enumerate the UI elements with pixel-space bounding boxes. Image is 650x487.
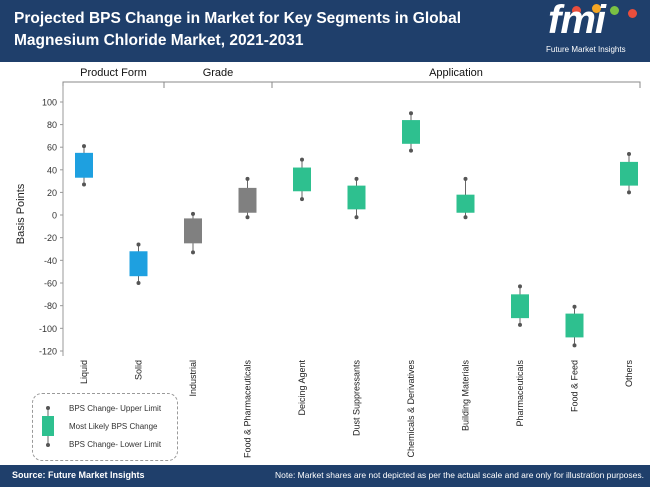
upper-limit-point [409, 111, 413, 116]
legend-lower: BPS Change- Lower Limit [69, 440, 162, 449]
y-axis-label: Basis Points [15, 183, 27, 244]
group-label: Product Form [80, 67, 147, 79]
y-tick-label: -120 [39, 347, 57, 357]
group-bracket [163, 81, 273, 88]
box-pharmaceuticals [511, 284, 529, 327]
box-industrial [184, 211, 202, 255]
upper-limit-point [300, 157, 304, 162]
x-tick-label: Liquid [79, 360, 89, 384]
lower-limit-point [518, 322, 522, 327]
lower-limit-point [82, 182, 86, 187]
box-building-materials [456, 176, 475, 220]
x-tick-label: Deicing Agent [297, 360, 307, 416]
logo-dot [592, 4, 601, 13]
upper-limit-point [136, 242, 141, 247]
x-tick-label: Chemicals & Derivatives [406, 360, 416, 458]
box-liquid [75, 144, 93, 187]
upper-limit-point [627, 151, 631, 156]
group-headers: Product Form Grade Application [62, 67, 641, 88]
box-deicing-agent [293, 157, 311, 202]
upper-limit-point [354, 176, 359, 181]
x-tick-label: Others [624, 360, 634, 388]
x-labels: Liquid Solid Industrial Food & Pharmaceutic… [79, 360, 634, 459]
upper-limit-point [572, 304, 577, 309]
legend: BPS Change- Upper Limit Most Likely BPS … [32, 393, 178, 461]
y-tick-label: 0 [52, 211, 57, 221]
upper-limit-point [191, 211, 195, 216]
y-tick-label: -80 [44, 301, 57, 311]
chart-title: Projected BPS Change in Market for Key S… [14, 10, 462, 49]
lower-limit-point [245, 215, 250, 220]
lower-limit-point [409, 148, 413, 153]
box-dust-suppressants [347, 176, 366, 220]
y-tick-label: -100 [39, 324, 57, 334]
legend-swatch [42, 406, 54, 447]
y-tick-label: -60 [44, 279, 57, 289]
box-others [620, 151, 638, 195]
lower-limit-point [463, 215, 468, 220]
likely-range-box [129, 251, 148, 277]
x-tick-label: Food & Pharmaceuticals [243, 360, 253, 459]
likely-range-box [75, 152, 93, 178]
likely-range-box [184, 218, 202, 244]
lower-limit-point [572, 343, 577, 348]
likely-range-box [620, 161, 638, 186]
likely-range-box [565, 313, 584, 338]
box-chart: Product Form Grade Application 100 80 60 40 20… [15, 67, 641, 459]
header-bar: Projected BPS Change in Market for Key S… [0, 0, 650, 62]
legend-likely: Most Likely BPS Change [69, 422, 158, 431]
lower-limit-point [191, 250, 195, 255]
likely-range-box [402, 120, 420, 144]
group-label: Application [429, 67, 483, 79]
likely-range-box [238, 187, 257, 213]
logo-subtitle: Future Market Insights [546, 45, 626, 54]
likely-range-box [347, 185, 366, 210]
y-tick-label: 60 [47, 143, 57, 153]
lower-limit-point [300, 197, 304, 202]
legend-upper: BPS Change- Upper Limit [69, 404, 162, 413]
upper-limit-point [245, 176, 250, 181]
x-tick-label: Food & Feed [570, 360, 580, 412]
fmi-logo: fmi Future Market Insights [534, 0, 650, 62]
upper-limit-point [463, 176, 468, 181]
y-tick-label: 40 [47, 165, 57, 175]
x-tick-label: Solid [134, 360, 144, 380]
boxes [75, 111, 638, 348]
y-tick-label: -20 [44, 233, 57, 243]
footer-note: Note: Market shares are not depicted as … [274, 470, 644, 480]
logo-text: fmi [548, 0, 606, 42]
group-bracket [62, 81, 165, 88]
upper-limit-point [518, 284, 522, 289]
logo-dot [572, 6, 581, 15]
likely-range-box [511, 294, 529, 319]
lower-limit-point [627, 190, 631, 195]
box-food-feed [565, 304, 584, 348]
logo-dot [628, 9, 637, 18]
x-tick-label: Dust Suppressants [352, 360, 362, 437]
y-tick-label: -40 [44, 256, 57, 266]
box-food-pharmaceuticals [238, 176, 257, 220]
group-label: Grade [203, 67, 234, 79]
likely-range-box [456, 194, 475, 213]
likely-range-box [293, 167, 311, 192]
box-chemicals-derivatives [402, 111, 420, 153]
logo-dot [610, 6, 619, 15]
y-tick-label: 100 [42, 98, 57, 108]
footer-source: Source: Future Market Insights [12, 470, 145, 480]
group-bracket [271, 81, 641, 88]
upper-limit-point [82, 144, 86, 149]
y-axis: 100 80 60 40 20 0 -20 -40 -60 -80 -100 -120 [39, 86, 64, 357]
y-tick-label: 20 [47, 188, 57, 198]
box-solid [129, 242, 148, 285]
x-tick-label: Pharmaceuticals [515, 360, 525, 427]
footer-bar: Source: Future Market Insights Note: Mar… [0, 465, 650, 487]
lower-limit-point [136, 281, 141, 285]
lower-limit-point [354, 215, 359, 220]
x-tick-label: Industrial [188, 360, 198, 397]
y-tick-label: 80 [47, 120, 57, 130]
x-tick-label: Building Materials [461, 360, 471, 432]
